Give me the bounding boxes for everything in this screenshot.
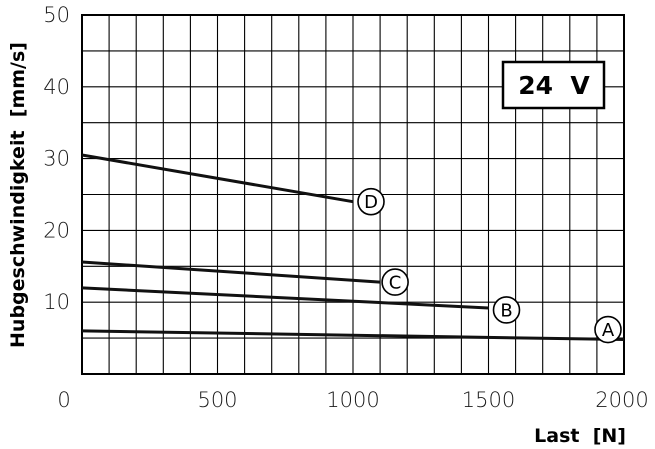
- y-tick-label: 50: [43, 3, 70, 27]
- series-line-a: [81, 329, 625, 342]
- series-marker-c: C: [381, 268, 409, 296]
- plot-frame: [81, 14, 625, 375]
- series-marker-a: A: [594, 315, 622, 344]
- chart-grid: [82, 15, 624, 374]
- x-tick-label: 1500: [462, 388, 515, 412]
- series-markers: A B C D: [357, 187, 622, 344]
- x-tick-label: 2000: [595, 388, 648, 412]
- series-marker-b: B: [492, 296, 521, 324]
- series-marker-label: D: [364, 192, 378, 213]
- voltage-box: 24 V: [501, 60, 606, 110]
- x-tick-label: 500: [197, 388, 237, 412]
- x-tick-label: 0: [57, 388, 70, 412]
- series-marker-d: D: [357, 187, 385, 216]
- series-marker-label: C: [389, 273, 402, 294]
- x-tick-label: 1000: [326, 388, 379, 412]
- x-axis-label: Last [N]: [534, 425, 626, 447]
- series-line-b: [81, 286, 489, 310]
- y-tick-label: 30: [43, 147, 70, 171]
- series-marker-label: A: [602, 320, 615, 341]
- y-tick-labels: 50 40 30 20 10: [43, 3, 70, 314]
- series-line-c: [81, 260, 381, 284]
- y-tick-label: 10: [43, 290, 70, 314]
- voltage-label: 24 V: [518, 71, 590, 100]
- y-tick-label: 20: [43, 218, 70, 242]
- y-axis-label: Hubgeschwindigkeit [mm/s]: [7, 42, 29, 348]
- x-tick-labels: 0 500 1000 1500 2000: [57, 388, 648, 412]
- series-marker-label: B: [500, 300, 512, 321]
- series-lines: [81, 153, 625, 342]
- y-tick-label: 40: [43, 75, 70, 99]
- series-line-d: [81, 153, 354, 204]
